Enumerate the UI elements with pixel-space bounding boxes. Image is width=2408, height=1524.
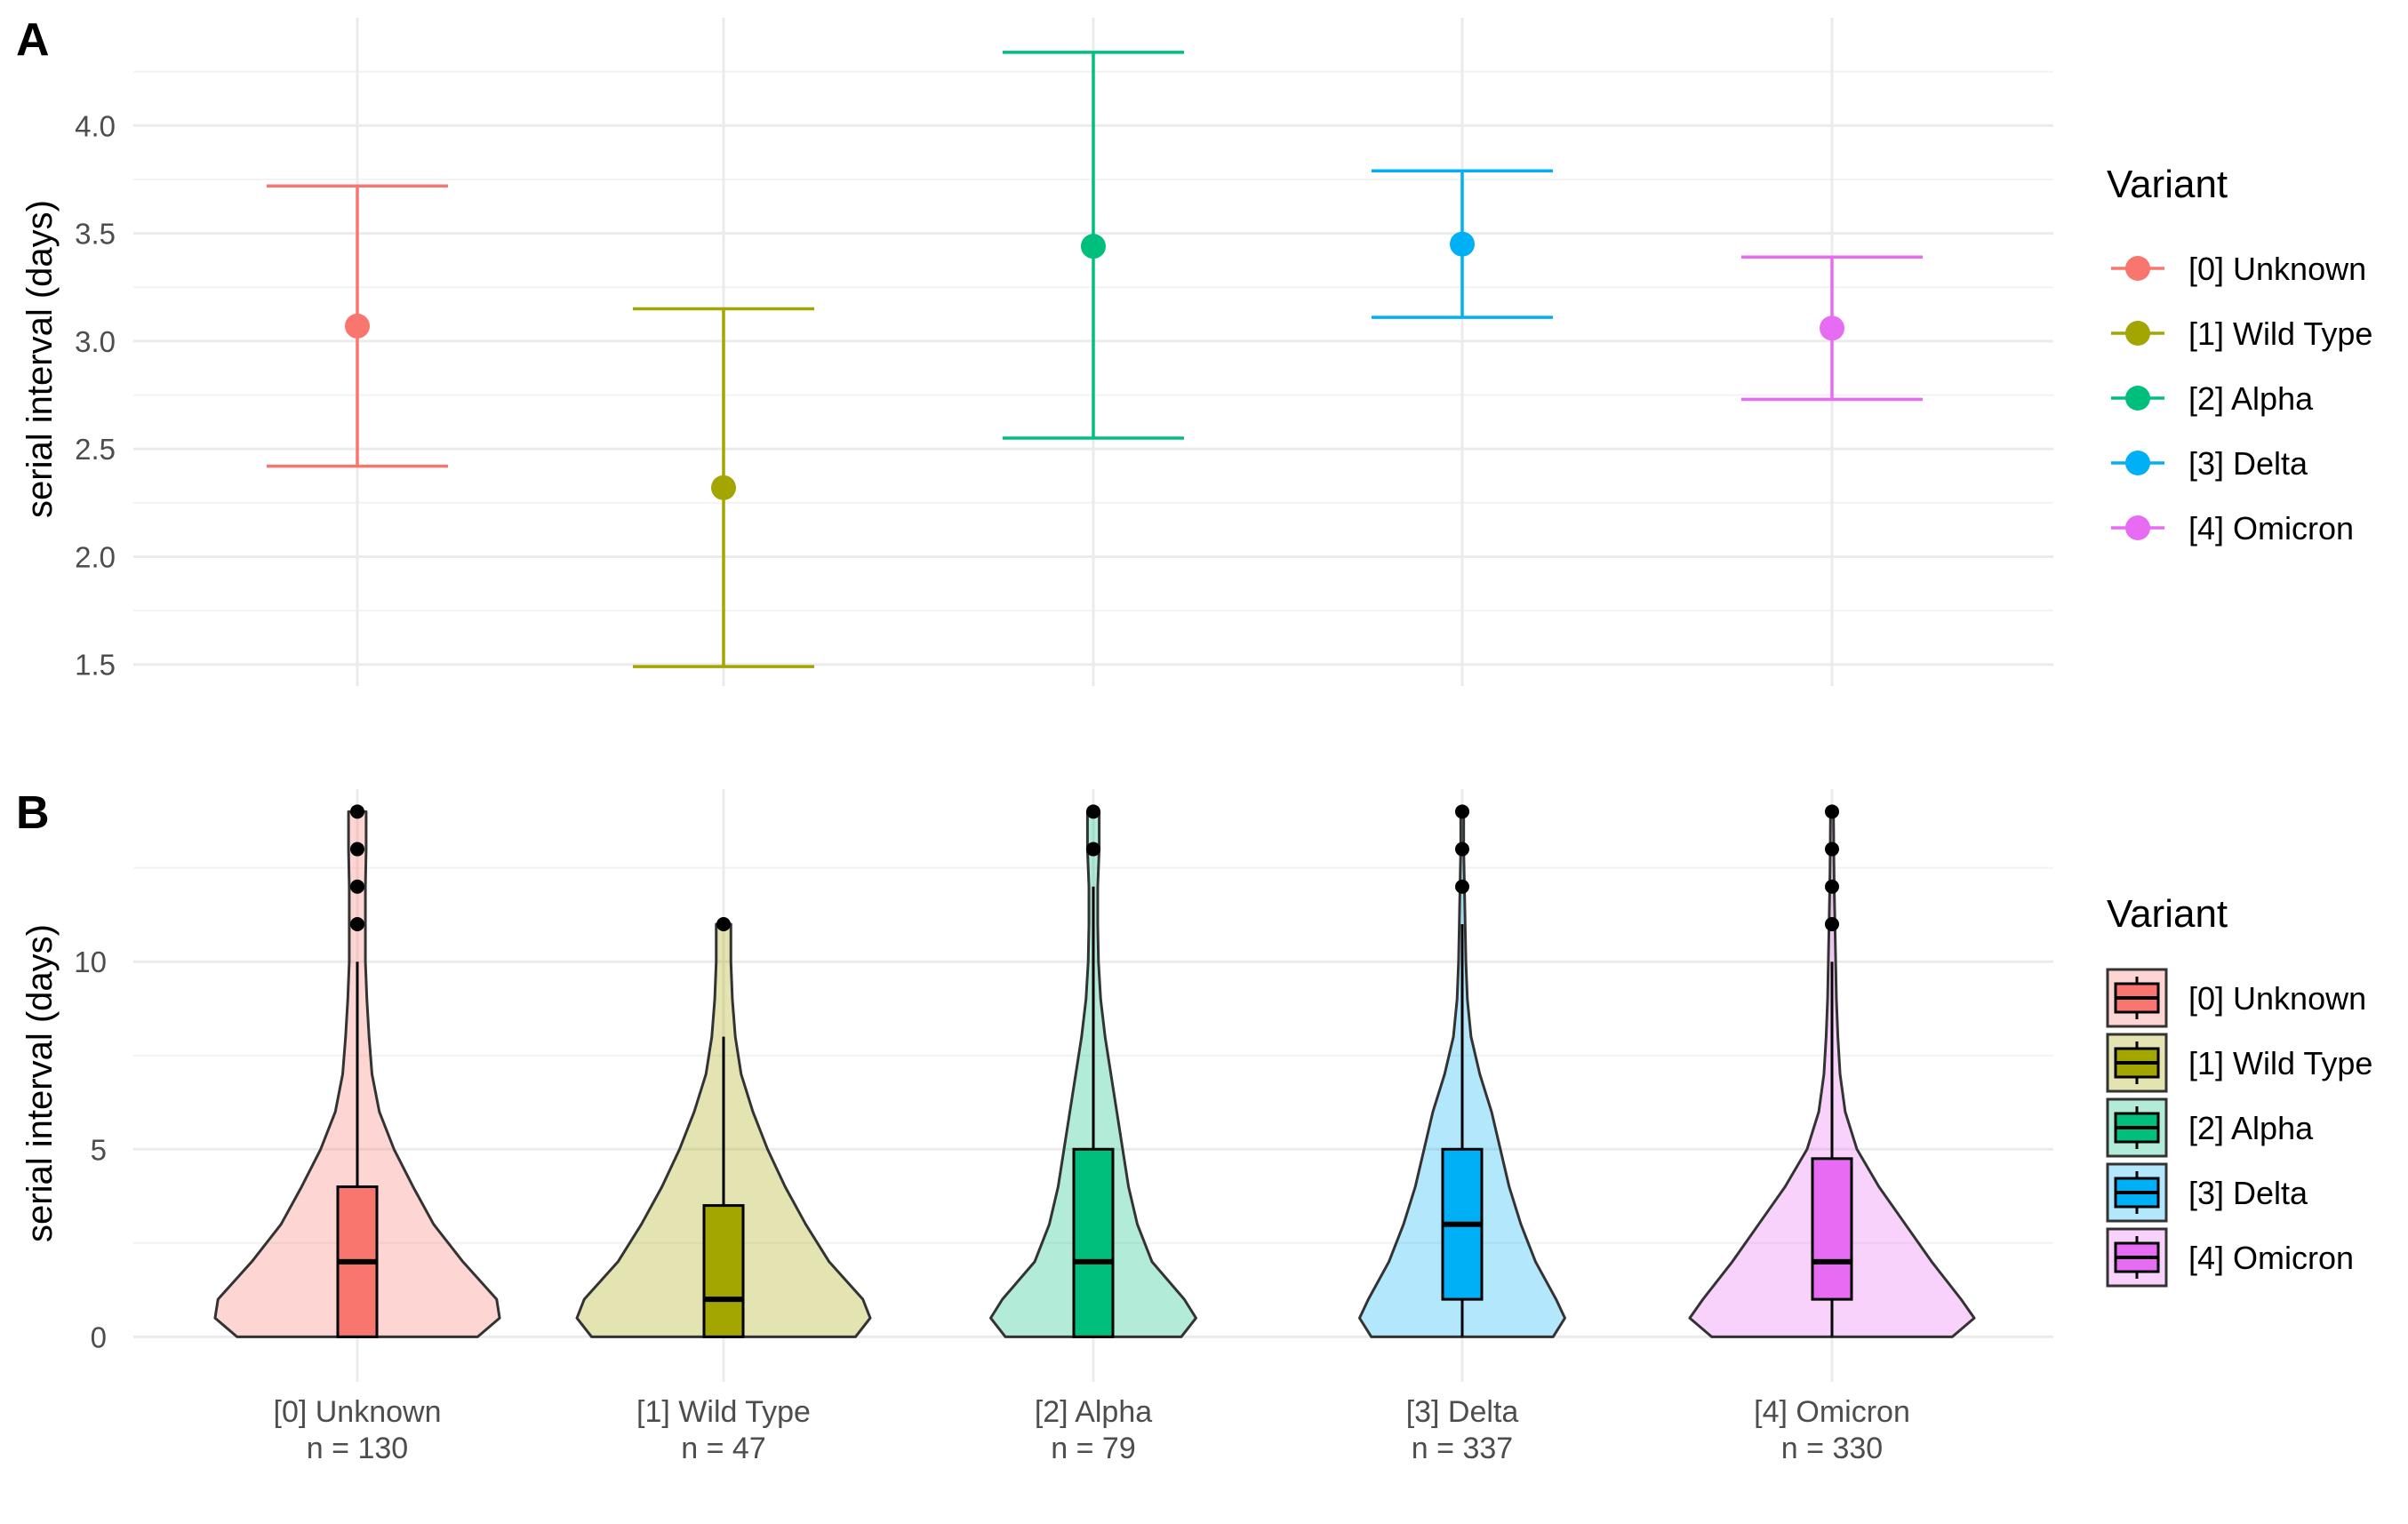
outlier-point bbox=[1825, 842, 1839, 857]
legend-label: [4] Omicron bbox=[2188, 1240, 2354, 1276]
x-category-label: [2] Alpha bbox=[1035, 1395, 1152, 1429]
panel-a-plot: 1.5 2.0 2.5 3.0 3.5 4.0 bbox=[75, 18, 2053, 686]
legend-title: Variant bbox=[2107, 892, 2228, 936]
panel-b-violin-group bbox=[989, 804, 1197, 1338]
panel-a-y-axis-title: serial interval (days) bbox=[20, 200, 60, 518]
x-category-count: n = 130 bbox=[307, 1432, 408, 1465]
legend-item: [0] Unknown bbox=[2111, 251, 2366, 287]
x-category-count: n = 330 bbox=[1781, 1432, 1883, 1465]
legend-label: [2] Alpha bbox=[2188, 1110, 2314, 1146]
mean-point bbox=[1450, 231, 1475, 257]
box-iqr bbox=[1072, 1147, 1115, 1338]
legend-label: [3] Delta bbox=[2188, 445, 2308, 482]
panel-b-y-tick-label: 5 bbox=[91, 1133, 107, 1166]
legend-key-point bbox=[2125, 321, 2150, 346]
panel-b-violin-group bbox=[213, 804, 501, 1338]
legend-label: [1] Wild Type bbox=[2188, 315, 2372, 352]
panel-a-errorbar bbox=[633, 307, 814, 668]
panel-a-y-tick-label: 2.0 bbox=[75, 540, 116, 573]
panel-a-y-tick-label: 3.0 bbox=[75, 325, 116, 358]
panel-a-y-tick-label: 2.5 bbox=[75, 433, 116, 466]
panel-a-legend: Variant [0] Unknown [1] Wild Type [2] Alpha… bbox=[2107, 163, 2372, 547]
legend-item: [3] Delta bbox=[2111, 445, 2308, 482]
legend-label: [4] Omicron bbox=[2188, 510, 2354, 547]
panel-b-y-tick-label: 10 bbox=[74, 946, 107, 978]
x-category-label: [3] Delta bbox=[1406, 1395, 1519, 1429]
outlier-point bbox=[1086, 804, 1100, 819]
legend-label: [0] Unknown bbox=[2188, 980, 2366, 1017]
panel-a-errorbar bbox=[267, 184, 448, 468]
outlier-point bbox=[1825, 804, 1839, 819]
legend-label: [1] Wild Type bbox=[2188, 1045, 2372, 1081]
outlier-point bbox=[1455, 879, 1469, 894]
mean-point bbox=[1081, 234, 1106, 259]
outlier-point bbox=[716, 916, 731, 931]
outlier-point bbox=[350, 804, 364, 819]
box-iqr bbox=[1811, 1157, 1853, 1301]
panel-a-errorbar bbox=[1741, 255, 1923, 402]
panel-a-errorbar bbox=[1372, 169, 1553, 319]
mean-point bbox=[345, 313, 370, 339]
legend-item: [3] Delta bbox=[2106, 1162, 2308, 1223]
legend-item: [4] Omicron bbox=[2111, 510, 2354, 547]
legend-label: [3] Delta bbox=[2188, 1175, 2308, 1211]
panel-b-violin-group bbox=[1688, 804, 1976, 1338]
x-category-label: [4] Omicron bbox=[1754, 1395, 1910, 1429]
panel-b-y-tick-label: 0 bbox=[91, 1321, 107, 1353]
x-category-count: n = 47 bbox=[681, 1432, 765, 1465]
panel-b-violin-group bbox=[1358, 804, 1566, 1338]
panel-letter-a: A bbox=[16, 14, 50, 66]
legend-key-point bbox=[2125, 256, 2150, 281]
box-iqr bbox=[702, 1204, 745, 1338]
panel-b-violin-group bbox=[575, 916, 872, 1338]
legend-item: [2] Alpha bbox=[2106, 1097, 2314, 1158]
legend-key-point bbox=[2125, 515, 2150, 540]
outlier-point bbox=[1455, 842, 1469, 857]
mean-point bbox=[1820, 315, 1844, 341]
outlier-point bbox=[350, 842, 364, 857]
legend-title: Variant bbox=[2107, 163, 2228, 206]
outlier-point bbox=[350, 879, 364, 894]
x-category-label: [1] Wild Type bbox=[636, 1395, 811, 1429]
x-category-count: n = 79 bbox=[1051, 1432, 1135, 1465]
panel-b-legend: Variant [0] Unknown [1] Wild Type [2] Alpha… bbox=[2106, 892, 2372, 1288]
legend-key-point bbox=[2125, 451, 2150, 475]
legend-item: [2] Alpha bbox=[2111, 380, 2314, 417]
mean-point bbox=[711, 475, 736, 500]
legend-item: [0] Unknown bbox=[2106, 968, 2366, 1028]
legend-item: [4] Omicron bbox=[2106, 1227, 2354, 1288]
legend-item: [1] Wild Type bbox=[2106, 1033, 2372, 1093]
legend-label: [2] Alpha bbox=[2188, 380, 2314, 417]
panel-letter-b: B bbox=[16, 787, 50, 839]
outlier-point bbox=[1455, 804, 1469, 819]
outlier-point bbox=[350, 916, 364, 931]
x-category-count: n = 337 bbox=[1412, 1432, 1513, 1465]
legend-label: [0] Unknown bbox=[2188, 251, 2366, 287]
panel-a-y-tick-label: 1.5 bbox=[75, 649, 116, 682]
x-category-label: [0] Unknown bbox=[274, 1395, 442, 1429]
panel-a-errorbar bbox=[1003, 51, 1184, 440]
legend-key-point bbox=[2125, 386, 2150, 411]
outlier-point bbox=[1086, 842, 1100, 857]
panel-a-y-tick-label: 4.0 bbox=[75, 109, 116, 142]
outlier-point bbox=[1825, 916, 1839, 931]
panel-b-y-axis-title: serial interval (days) bbox=[20, 924, 60, 1242]
legend-item: [1] Wild Type bbox=[2111, 315, 2372, 352]
panel-a-y-tick-label: 3.5 bbox=[75, 218, 116, 251]
outlier-point bbox=[1825, 879, 1839, 894]
